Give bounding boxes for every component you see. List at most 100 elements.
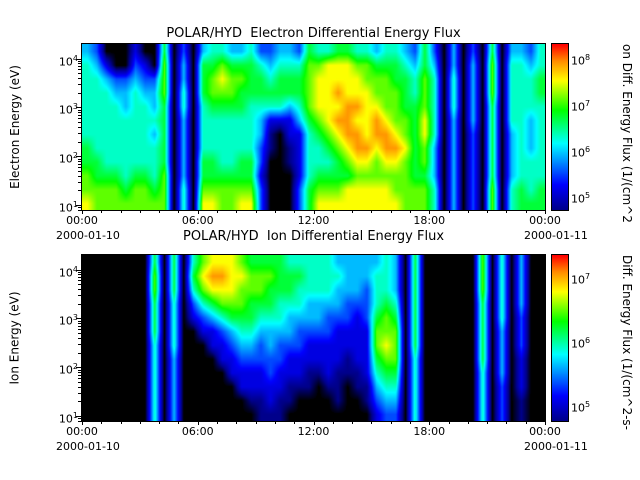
electron-x-minor-tick	[256, 211, 257, 213]
ion-y-minor-tick	[78, 289, 81, 290]
electron-x-end-date: 2000-01-11	[524, 229, 588, 242]
ion-x-tick-label: 06:00	[181, 425, 214, 438]
ion-y-minor-tick	[78, 372, 81, 373]
electron-x-minor-tick	[140, 211, 141, 213]
electron-colorbar-canvas	[552, 44, 568, 210]
electron-y-major-tick	[76, 59, 81, 60]
ion-y-minor-tick	[78, 418, 81, 419]
electron-panel-title: POLAR/HYD Electron Differential Energy F…	[166, 26, 461, 41]
ion-x-minor-tick	[140, 422, 141, 424]
ion-x-minor-tick	[391, 422, 392, 424]
ion-y-minor-tick	[78, 272, 81, 273]
electron-x-minor-tick	[178, 211, 179, 213]
exponent: 6	[585, 336, 591, 346]
ion-y-minor-tick	[78, 274, 81, 275]
electron-x-minor-tick	[352, 211, 353, 213]
electron-y-minor-tick	[78, 190, 81, 191]
ion-y-minor-tick	[78, 333, 81, 334]
electron-colorbar	[551, 43, 569, 211]
ion-y-minor-tick	[78, 295, 81, 296]
electron-y-minor-tick	[78, 93, 81, 94]
electron-colorbar-tick-label: 106	[571, 145, 591, 160]
electron-y-minor-tick	[78, 207, 81, 208]
ion-x-major-tick	[198, 422, 199, 425]
electron-x-minor-tick	[121, 211, 122, 213]
electron-y-minor-tick	[78, 115, 81, 116]
electron-x-tick-label: 00:00	[66, 214, 98, 227]
ion-y-minor-tick	[78, 338, 81, 339]
ion-y-major-tick	[76, 318, 81, 319]
ion-x-minor-tick	[159, 422, 160, 424]
ion-x-minor-tick	[275, 422, 276, 424]
electron-colorbar-axis-label: on Diff. Energy Flux (1/(cm^2	[620, 44, 634, 223]
ion-x-minor-tick	[178, 422, 179, 424]
electron-y-minor-tick	[78, 164, 81, 165]
ion-colorbar-canvas	[552, 255, 568, 421]
ion-y-major-tick	[76, 367, 81, 368]
ion-y-tick-label: 104	[42, 263, 78, 281]
exponent: 4	[73, 54, 78, 63]
ion-y-minor-tick	[78, 393, 81, 394]
exponent: 5	[585, 400, 591, 410]
ion-y-minor-tick	[78, 353, 81, 354]
ion-y-minor-tick	[78, 280, 81, 281]
electron-y-minor-tick	[78, 73, 81, 74]
electron-y-minor-tick	[78, 133, 81, 134]
ion-x-end-date: 2000-01-11	[524, 440, 588, 453]
electron-x-minor-tick	[294, 211, 295, 213]
ion-x-minor-tick	[506, 422, 507, 424]
electron-y-minor-tick	[78, 63, 81, 64]
ion-x-tick-label: 18:00	[413, 425, 446, 438]
electron-y-minor-tick	[78, 112, 81, 113]
ion-x-minor-tick	[487, 422, 488, 424]
ion-y-minor-tick	[78, 421, 81, 422]
electron-y-major-tick	[76, 205, 81, 206]
electron-x-minor-tick	[487, 211, 488, 213]
electron-y-minor-tick	[78, 161, 81, 162]
ion-x-minor-tick	[217, 422, 218, 424]
electron-y-major-tick	[76, 156, 81, 157]
ion-x-start-date: 2000-01-10	[56, 440, 120, 453]
electron-y-minor-tick	[78, 167, 81, 168]
exponent: 7	[585, 272, 591, 282]
exponent: 3	[73, 313, 78, 322]
ion-y-minor-tick	[78, 401, 81, 402]
ion-x-minor-tick	[294, 422, 295, 424]
electron-y-tick-label: 103	[42, 100, 78, 118]
ion-y-minor-tick	[78, 321, 81, 322]
electron-x-minor-tick	[391, 211, 392, 213]
electron-colorbar-tick-label: 105	[571, 191, 591, 206]
ion-x-minor-tick	[449, 422, 450, 424]
ion-y-minor-tick	[78, 387, 81, 388]
exponent: 3	[73, 102, 78, 111]
electron-x-minor-tick	[449, 211, 450, 213]
electron-y-minor-tick	[78, 69, 81, 70]
electron-y-minor-tick	[78, 171, 81, 172]
electron-colorbar-tick-label: 107	[571, 98, 591, 114]
electron-x-major-tick	[82, 211, 83, 214]
electron-x-minor-tick	[526, 211, 527, 213]
electron-y-minor-tick	[78, 127, 81, 128]
ion-x-minor-tick	[333, 422, 334, 424]
electron-spectrogram-canvas	[82, 44, 545, 210]
electron-x-minor-tick	[159, 211, 160, 213]
ion-y-minor-tick	[78, 329, 81, 330]
ion-y-minor-tick	[78, 284, 81, 285]
ion-y-minor-tick	[78, 370, 81, 371]
electron-y-minor-tick	[78, 118, 81, 119]
ion-y-minor-tick	[78, 378, 81, 379]
ion-x-major-tick	[82, 422, 83, 425]
ion-y-axis-label: Ion Energy (eV)	[6, 255, 24, 421]
ion-y-minor-tick	[78, 326, 81, 327]
ion-y-tick-label: 101	[42, 409, 78, 427]
electron-x-major-tick	[545, 211, 546, 214]
electron-y-minor-tick	[78, 61, 81, 62]
electron-x-minor-tick	[236, 211, 237, 213]
ion-colorbar-tick-label: 106	[571, 336, 591, 351]
electron-x-major-tick	[314, 211, 315, 214]
exponent: 1	[73, 411, 78, 420]
ion-x-major-tick	[429, 422, 430, 425]
ion-y-tick-label: 103	[42, 311, 78, 329]
ion-x-minor-tick	[236, 422, 237, 424]
